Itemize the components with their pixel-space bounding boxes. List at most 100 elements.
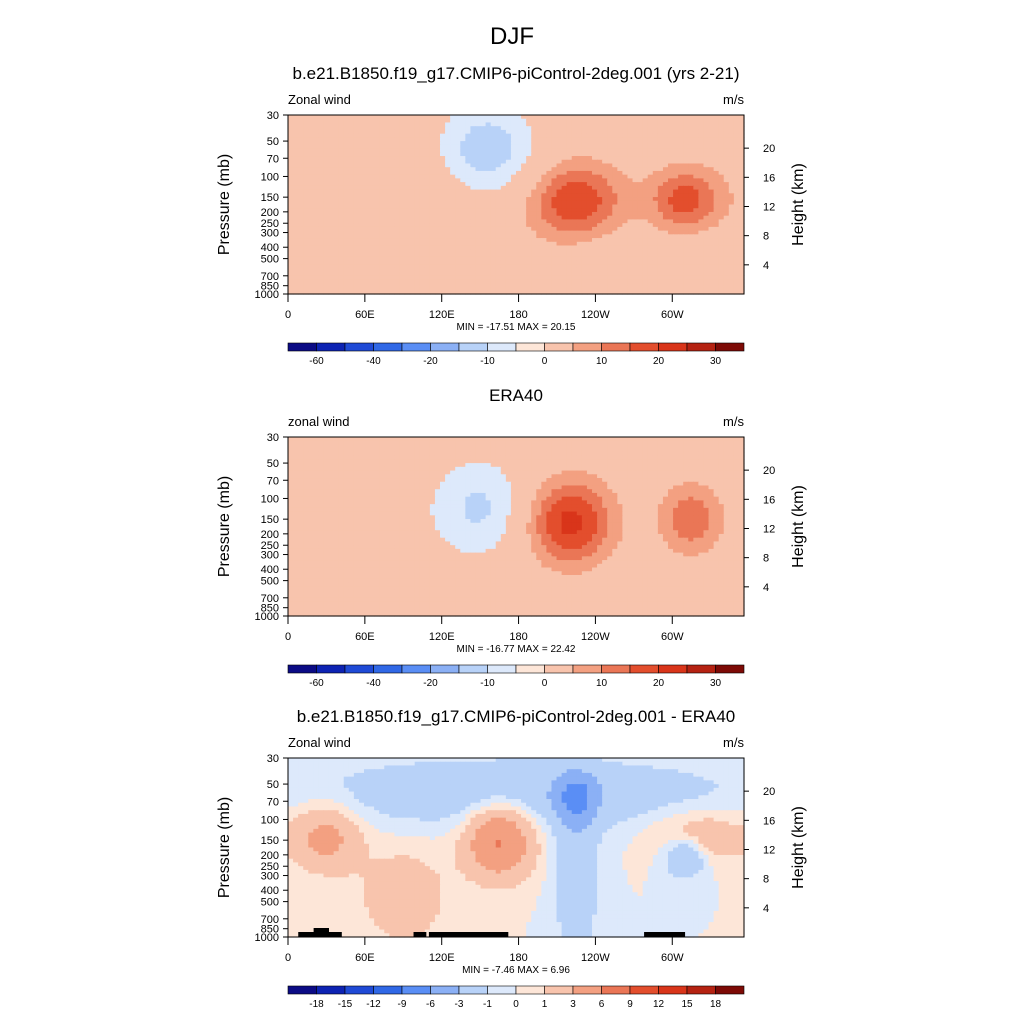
contour-cell <box>475 118 482 124</box>
contour-cell <box>293 144 299 150</box>
contour-cell <box>323 133 330 138</box>
contour-cell <box>475 249 482 254</box>
contour-cell <box>708 290 715 295</box>
contour-cell <box>546 122 553 127</box>
contour-cell <box>708 252 715 258</box>
contour-cell <box>364 252 370 258</box>
contour-cell <box>409 241 416 247</box>
contour-cell <box>485 260 492 265</box>
contour-cell <box>738 115 745 120</box>
contour-cell <box>698 279 705 284</box>
contour-cell <box>551 193 558 198</box>
contour-cell <box>389 208 395 213</box>
contour-cell <box>485 271 492 276</box>
contour-cell <box>298 170 304 176</box>
contour-cell <box>384 230 390 235</box>
contour-cell <box>673 163 679 168</box>
contour-cell <box>602 451 608 457</box>
contour-cell <box>288 286 294 291</box>
contour-cell <box>561 234 568 239</box>
contour-cell <box>521 249 527 254</box>
contour-cell <box>419 440 426 446</box>
contour-cell <box>338 129 345 135</box>
y-tick-label: 500 <box>261 254 279 266</box>
contour-cell <box>303 290 309 295</box>
contour-cell <box>607 152 613 157</box>
contour-cell <box>374 129 380 135</box>
contour-cell <box>470 208 477 213</box>
contour-cell <box>303 264 309 269</box>
contour-cell <box>323 200 330 206</box>
contour-cell <box>374 178 380 183</box>
contour-cell <box>698 275 705 280</box>
contour-cell <box>718 163 725 168</box>
contour-cell <box>662 264 669 269</box>
contour-cell <box>708 182 715 187</box>
contour-cell <box>647 290 654 295</box>
contour-cell <box>303 193 309 198</box>
contour-cell <box>622 144 629 150</box>
contour-cell <box>440 264 446 269</box>
contour-cell <box>617 211 623 217</box>
contour-cell <box>541 163 547 168</box>
contour-cell <box>414 290 421 295</box>
contour-cell <box>698 197 705 202</box>
contour-cell <box>622 133 629 138</box>
contour-cell <box>495 208 502 213</box>
contour-cell <box>581 230 588 235</box>
contour-cell <box>358 163 365 168</box>
contour-cell <box>531 141 537 146</box>
contour-cell <box>713 178 720 183</box>
contour-cell <box>379 170 385 176</box>
contour-cell <box>541 129 547 135</box>
contour-cell <box>364 178 370 183</box>
contour-cell <box>541 174 547 179</box>
contour-cell <box>526 249 532 254</box>
contour-cell <box>678 126 684 131</box>
contour-cell <box>333 200 340 206</box>
contour-cell <box>384 152 390 157</box>
contour-cell <box>627 152 634 157</box>
contour-cell <box>612 230 618 235</box>
contour-cell <box>379 226 385 232</box>
contour-cell <box>333 440 340 446</box>
contour-cell <box>733 444 740 449</box>
contour-cell <box>581 178 588 183</box>
contour-cell <box>526 178 532 183</box>
contour-cell <box>647 159 654 165</box>
contour-cell <box>440 141 446 146</box>
contour-cell <box>647 444 654 449</box>
contour-cell <box>308 459 314 464</box>
contour-cell <box>571 275 578 280</box>
contour-cell <box>364 167 370 172</box>
contour-cell <box>500 245 507 250</box>
contour-cell <box>333 185 340 191</box>
contour-cell <box>409 159 416 165</box>
contour-cell <box>500 275 507 280</box>
contour-cell <box>678 267 684 273</box>
contour-cell <box>703 211 710 217</box>
contour-cell <box>602 226 608 232</box>
contour-cell <box>369 193 375 198</box>
contour-cell <box>475 115 482 120</box>
contour-cell <box>303 182 309 187</box>
contour-cell <box>581 264 588 269</box>
contour-cell <box>394 245 401 250</box>
contour-cell <box>434 159 441 165</box>
contour-cell <box>409 256 416 262</box>
contour-cell <box>723 440 730 446</box>
contour-cell <box>592 290 598 295</box>
contour-cell <box>409 141 416 146</box>
contour-cell <box>293 148 299 153</box>
contour-cell <box>293 197 299 202</box>
contour-cell <box>612 167 618 172</box>
contour-cell <box>662 286 669 291</box>
contour-cell <box>688 215 694 221</box>
contour-cell <box>668 148 674 153</box>
contour-cell <box>424 241 431 247</box>
contour-cell <box>652 122 659 127</box>
contour-cell <box>571 455 578 460</box>
contour-cell <box>612 115 618 120</box>
contour-cell <box>728 193 735 198</box>
contour-cell <box>318 170 325 176</box>
